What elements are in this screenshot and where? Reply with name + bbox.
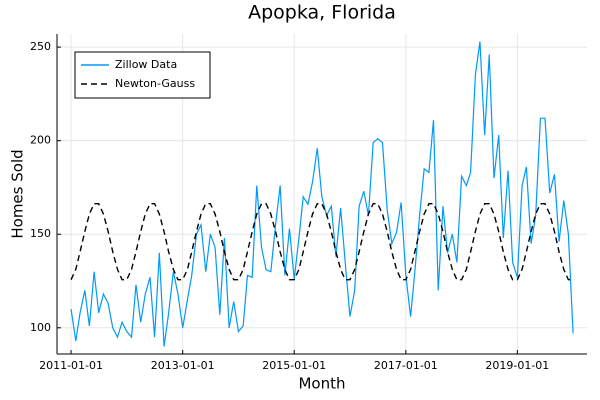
legend-label: Newton-Gauss [115, 77, 195, 90]
y-axis-label: Homes Sold [9, 149, 27, 238]
data-line [70, 203, 574, 281]
y-tick-label: 100 [30, 321, 51, 334]
legend-label: Zillow Data [115, 58, 177, 71]
legend-box [74, 51, 211, 99]
x-axis-label: Month [298, 375, 345, 393]
y-tick-label: 200 [30, 134, 51, 147]
x-tick-label: 2015-01-01 [262, 359, 326, 372]
y-tick-label: 250 [30, 40, 51, 53]
x-tick-label: 2017-01-01 [374, 359, 438, 372]
data-line [70, 41, 574, 347]
y-tick-label: 150 [30, 227, 51, 240]
chart-title: Apopka, Florida [248, 2, 396, 24]
x-tick-label: 2019-01-01 [485, 359, 549, 372]
x-tick-label: 2013-01-01 [151, 359, 215, 372]
x-tick-label: 2011-01-01 [39, 359, 103, 372]
